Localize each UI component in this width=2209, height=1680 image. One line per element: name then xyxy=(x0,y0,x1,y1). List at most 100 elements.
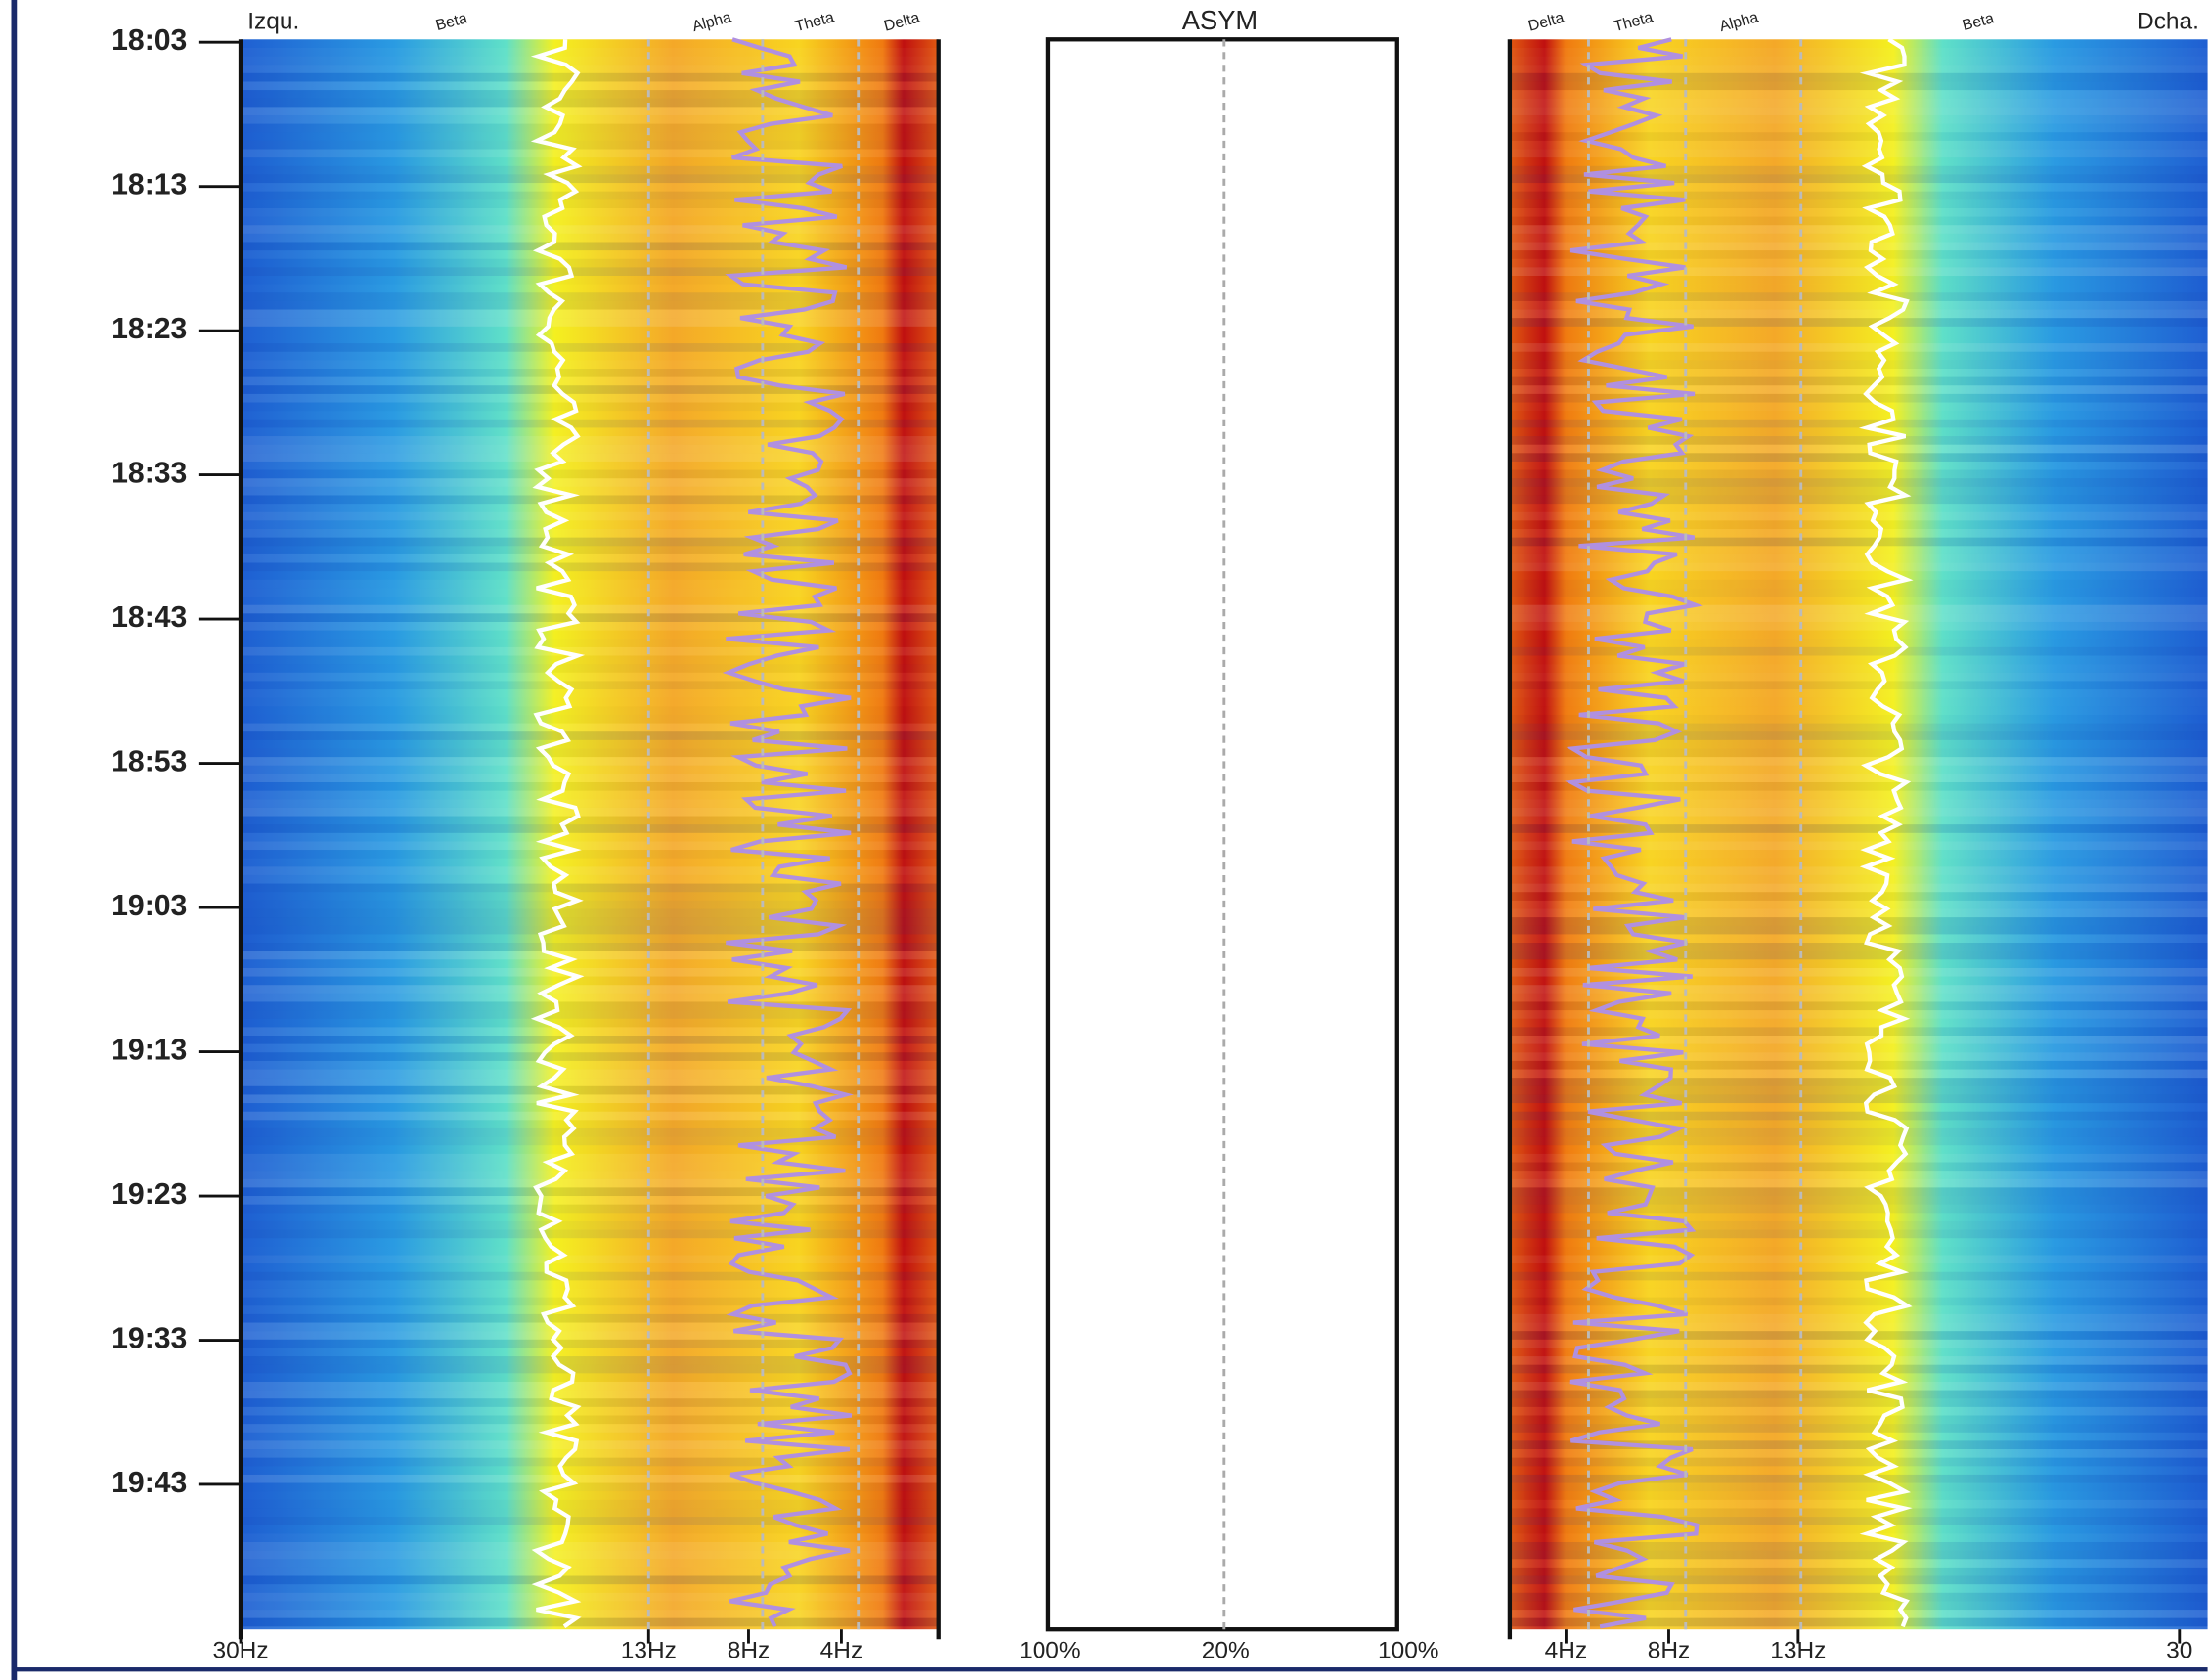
texture-stripe xyxy=(1509,1204,2208,1214)
texture-stripe xyxy=(1509,1626,2208,1635)
freq-label: 4Hz xyxy=(820,1638,862,1664)
freq-label: 4Hz xyxy=(1545,1638,1588,1664)
texture-stripe xyxy=(241,1626,939,1635)
texture-stripe xyxy=(241,807,939,817)
texture-stripe xyxy=(241,706,939,715)
texture-stripe xyxy=(1509,149,2208,158)
texture-stripe xyxy=(241,816,939,825)
asym-scale-label: 100% xyxy=(1378,1638,1439,1664)
texture-stripe xyxy=(1509,562,2208,572)
texture-stripe xyxy=(1509,1060,2208,1070)
texture-stripe xyxy=(1509,368,2208,377)
texture-stripe xyxy=(241,900,939,909)
texture-stripe xyxy=(241,1001,939,1011)
time-label: 18:53 xyxy=(111,746,187,778)
texture-stripe xyxy=(1510,276,2208,285)
texture-stripe xyxy=(241,597,939,605)
band-label: Theta xyxy=(793,9,836,35)
texture-stripe xyxy=(1509,1474,2208,1483)
texture-stripe xyxy=(1509,1027,2208,1037)
texture-stripe xyxy=(1509,495,2208,505)
texture-stripe xyxy=(241,486,939,496)
texture-stripe xyxy=(241,993,939,1002)
texture-stripe xyxy=(241,613,939,622)
texture-stripe xyxy=(241,132,939,141)
texture-stripe xyxy=(1509,943,2208,951)
texture-stripe xyxy=(241,276,939,285)
trace xyxy=(1565,37,1703,1629)
texture-stripe xyxy=(1510,217,2208,226)
texture-stripe xyxy=(241,258,939,268)
texture-stripe xyxy=(241,469,939,479)
texture-stripe xyxy=(241,799,939,808)
texture-stripe xyxy=(1509,900,2208,909)
texture-stripe xyxy=(241,731,939,740)
texture-stripe xyxy=(1509,140,2208,150)
texture-stripe xyxy=(241,98,939,108)
texture-stripe xyxy=(1509,1550,2208,1560)
texture-stripe xyxy=(1509,765,2208,774)
texture-stripe xyxy=(1509,1592,2208,1602)
freq-label: 13Hz xyxy=(1770,1638,1826,1664)
texture-stripe xyxy=(1509,1153,2208,1163)
texture-stripe xyxy=(241,1220,939,1230)
texture-stripe xyxy=(241,183,939,192)
texture-stripe xyxy=(241,859,939,867)
texture-stripe xyxy=(241,149,939,158)
texture-stripe xyxy=(241,774,939,783)
texture-stripe xyxy=(1509,1331,2208,1340)
texture-stripe xyxy=(241,1103,939,1112)
texture-stripe xyxy=(241,639,939,647)
texture-stripe xyxy=(241,1575,939,1585)
texture-stripe xyxy=(241,1263,939,1272)
texture-stripe xyxy=(241,925,939,935)
texture-stripe xyxy=(241,934,939,944)
texture-stripe xyxy=(241,1271,939,1281)
texture-stripe xyxy=(1509,300,2208,310)
texture-stripe xyxy=(1509,824,2208,833)
texture-stripe xyxy=(241,1499,939,1509)
texture-stripe xyxy=(1509,908,2208,918)
texture-stripe xyxy=(241,123,939,133)
texture-stripe xyxy=(241,1229,939,1239)
texture-stripe xyxy=(1509,393,2208,403)
texture-stripe xyxy=(1509,343,2208,352)
texture-stripe xyxy=(241,1043,939,1053)
freq-label: 8Hz xyxy=(728,1638,771,1664)
texture-stripe xyxy=(1509,72,2208,82)
texture-stripe xyxy=(241,765,939,774)
texture-stripe xyxy=(1509,98,2208,108)
texture-stripe xyxy=(1509,123,2208,133)
band-label: Beta xyxy=(434,10,469,34)
texture-stripe xyxy=(1509,1001,2208,1011)
texture-stripe xyxy=(241,739,939,749)
texture-stripe xyxy=(1509,1043,2208,1053)
trace xyxy=(1858,37,1914,1628)
band-label: Alpha xyxy=(1718,9,1761,35)
texture-stripe xyxy=(241,1449,939,1458)
texture-stripe xyxy=(1509,613,2208,622)
texture-stripe xyxy=(1509,748,2208,758)
texture-stripe xyxy=(1509,1162,2208,1172)
freq-label: 13Hz xyxy=(621,1638,677,1664)
texture-stripe xyxy=(1509,782,2208,791)
asym-panel xyxy=(1045,37,1399,1632)
time-label: 18:33 xyxy=(111,458,187,490)
texture-stripe xyxy=(241,174,939,184)
band-label: Alpha xyxy=(690,9,733,35)
texture-stripe xyxy=(1509,757,2208,766)
texture-stripe xyxy=(1509,1517,2208,1525)
texture-stripe xyxy=(1509,1010,2208,1019)
texture-stripe xyxy=(1509,1541,2208,1551)
texture-stripe xyxy=(1509,132,2208,141)
texture-stripe xyxy=(241,199,939,208)
texture-stripe xyxy=(241,1036,939,1044)
texture-stripe xyxy=(241,495,939,505)
texture-stripe xyxy=(241,393,939,403)
texture-stripe xyxy=(1509,1313,2208,1323)
texture-stripe xyxy=(1509,925,2208,935)
texture-stripe xyxy=(241,1111,939,1121)
texture-stripe xyxy=(1509,1322,2208,1332)
texture-stripe xyxy=(1509,1078,2208,1086)
